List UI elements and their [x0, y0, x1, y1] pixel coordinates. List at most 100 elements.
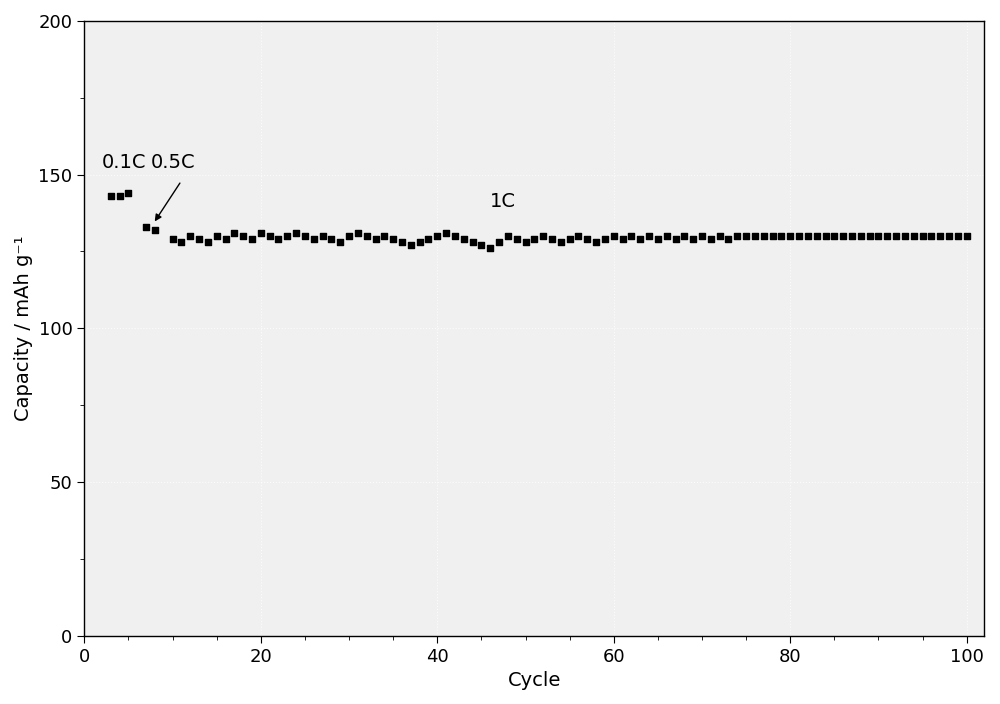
Point [359, 230, 375, 241]
Point [473, 239, 489, 251]
Point [165, 234, 181, 245]
Point [279, 230, 295, 241]
Point [332, 237, 348, 248]
Point [632, 234, 648, 245]
Point [518, 237, 534, 248]
Point [120, 187, 136, 199]
Point [650, 234, 666, 245]
Point [720, 234, 736, 245]
Point [597, 234, 613, 245]
Point [341, 230, 357, 241]
Point [765, 230, 781, 241]
Point [959, 230, 975, 241]
Point [209, 230, 225, 241]
Point [394, 237, 410, 248]
Point [103, 191, 119, 202]
Point [791, 230, 807, 241]
Point [112, 191, 128, 202]
Point [932, 230, 948, 241]
Point [465, 237, 481, 248]
Point [809, 230, 825, 241]
Point [659, 230, 675, 241]
Point [879, 230, 895, 241]
Point [500, 230, 516, 241]
Point [844, 230, 860, 241]
Point [420, 234, 436, 245]
Point [253, 227, 269, 239]
Point [570, 230, 586, 241]
Point [315, 230, 331, 241]
Point [835, 230, 851, 241]
Point [703, 234, 719, 245]
Point [138, 221, 154, 232]
Point [615, 234, 631, 245]
Point [350, 227, 366, 239]
Point [915, 230, 931, 241]
Y-axis label: Capacity / mAh g⁻¹: Capacity / mAh g⁻¹ [14, 236, 33, 421]
Text: 0.5C: 0.5C [151, 153, 195, 172]
Point [588, 237, 604, 248]
Point [606, 230, 622, 241]
Point [747, 230, 763, 241]
Point [923, 230, 939, 241]
Point [712, 230, 728, 241]
Point [403, 239, 419, 251]
Point [262, 230, 278, 241]
Point [235, 230, 251, 241]
Point [738, 230, 754, 241]
Point [782, 230, 798, 241]
Point [818, 230, 834, 241]
Point [173, 237, 189, 248]
Point [368, 234, 384, 245]
Point [270, 234, 286, 245]
Point [306, 234, 322, 245]
Point [906, 230, 922, 241]
Text: 1C: 1C [490, 192, 516, 211]
Point [429, 230, 445, 241]
Point [888, 230, 904, 241]
Point [218, 234, 234, 245]
Point [297, 230, 313, 241]
Point [562, 234, 578, 245]
Point [447, 230, 463, 241]
Point [676, 230, 692, 241]
Point [897, 230, 913, 241]
Point [323, 234, 339, 245]
Point [773, 230, 789, 241]
Point [482, 243, 498, 254]
Point [870, 230, 886, 241]
Point [491, 237, 507, 248]
Point [385, 234, 401, 245]
Point [826, 230, 842, 241]
Point [526, 234, 542, 245]
Point [641, 230, 657, 241]
Point [244, 234, 260, 245]
Point [226, 227, 242, 239]
Point [668, 234, 684, 245]
Point [553, 237, 569, 248]
Point [685, 234, 701, 245]
X-axis label: Cycle: Cycle [508, 671, 561, 690]
Point [182, 230, 198, 241]
Point [853, 230, 869, 241]
Point [800, 230, 816, 241]
Point [456, 234, 472, 245]
Point [544, 234, 560, 245]
Point [941, 230, 957, 241]
Point [862, 230, 878, 241]
Point [535, 230, 551, 241]
Point [376, 230, 392, 241]
Point [509, 234, 525, 245]
Point [729, 230, 745, 241]
Point [950, 230, 966, 241]
Point [200, 237, 216, 248]
Point [438, 227, 454, 239]
Point [623, 230, 639, 241]
Point [412, 237, 428, 248]
Point [288, 227, 304, 239]
Point [756, 230, 772, 241]
Point [147, 225, 163, 236]
Text: 0.1C: 0.1C [102, 153, 147, 172]
Point [191, 234, 207, 245]
Point [579, 234, 595, 245]
